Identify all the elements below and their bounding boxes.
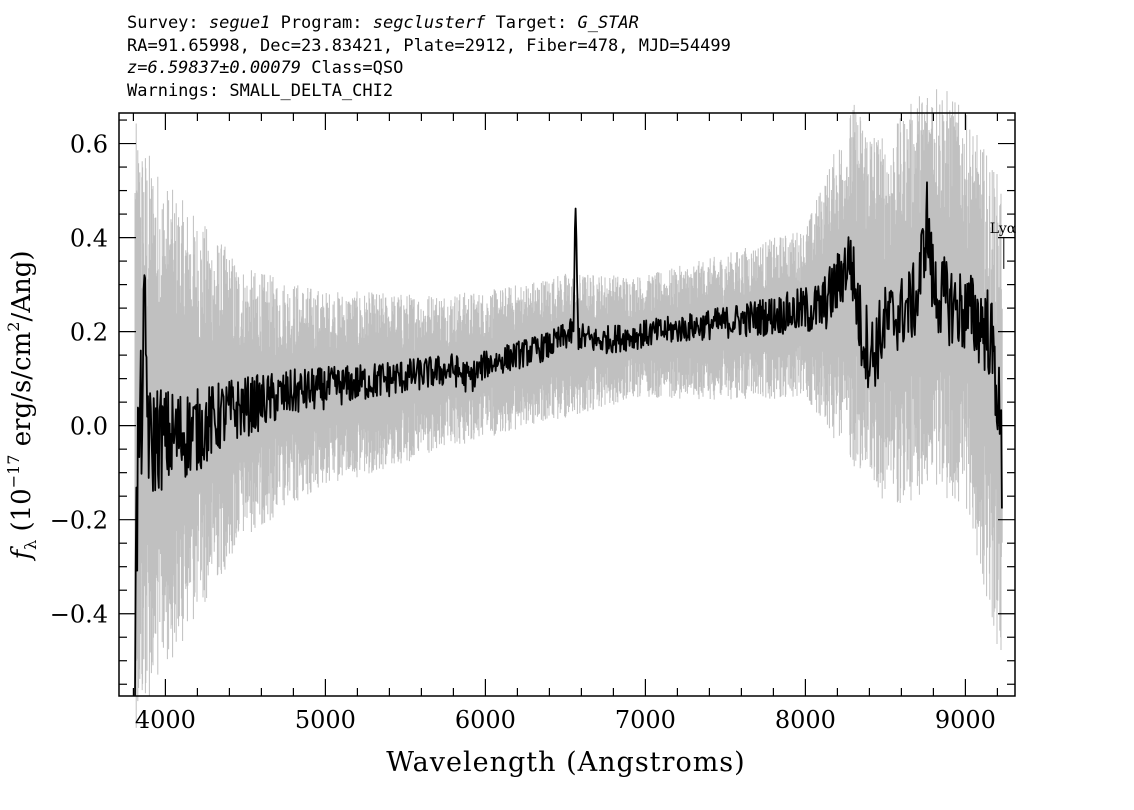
y-axis-label: fλ (10−17 erg/s/cm2/Ang) [4,250,40,561]
y-tick-label: 0.6 [70,131,108,159]
x-tick-label: 9000 [935,706,996,734]
x-tick-label: 8000 [775,706,836,734]
target-value: G_STAR [577,13,639,33]
y-tick-label: −0.2 [50,507,108,535]
target-label: Target: [495,13,568,33]
y-tick-label: 0.0 [70,413,108,441]
y-axis-label-sup2: 2 [4,322,23,332]
survey-label: Survey: [127,13,199,33]
header-warnings-line: Warnings: SMALL_DELTA_CHI2 [127,80,394,101]
header-line-1: Survey: segue1 Program: segclusterf Targ… [127,12,731,35]
y-axis-label-exponent: −17 [4,455,23,489]
flux-line-layer [134,181,1003,697]
y-axis-label-end: /Ang) [7,250,37,321]
y-axis-label-subscript: λ [21,540,40,550]
class-text: Class=QSO [311,58,404,78]
y-tick-label: −0.4 [50,601,108,629]
x-tick-label: 7000 [615,706,676,734]
plot-frame [118,112,1016,697]
tick-labels: 4000 5000 6000 7000 8000 9000 −0.4 −0.2 0.0 0.2 0.… [50,131,996,734]
program-value: segclusterf [372,13,486,33]
y-tick-label: 0.4 [70,225,108,253]
spectrum-header: Survey: segue1 Program: segclusterf Targ… [127,12,731,102]
axis-ticks [119,113,1015,696]
flux-line [134,181,1003,697]
program-label: Program: [280,13,363,33]
header-coords-line: RA=91.65998, Dec=23.83421, Plate=2912, F… [127,35,731,56]
y-axis-label-open: (10 [7,488,37,540]
x-tick-label: 6000 [455,706,516,734]
survey-value: segue1 [208,13,271,33]
redshift-value: z=6.59837±0.00079 [127,58,301,78]
header-line-3: z=6.59837±0.00079 Class=QSO [127,57,731,80]
x-tick-label: 5000 [295,706,356,734]
lya-marker-label: Lyα [990,221,1017,237]
y-tick-label: 0.2 [70,319,108,347]
x-tick-label: 4000 [135,706,196,734]
y-axis-label-mid: erg/s/cm [7,332,37,455]
x-axis-label: Wavelength (Angstroms) [386,747,745,778]
